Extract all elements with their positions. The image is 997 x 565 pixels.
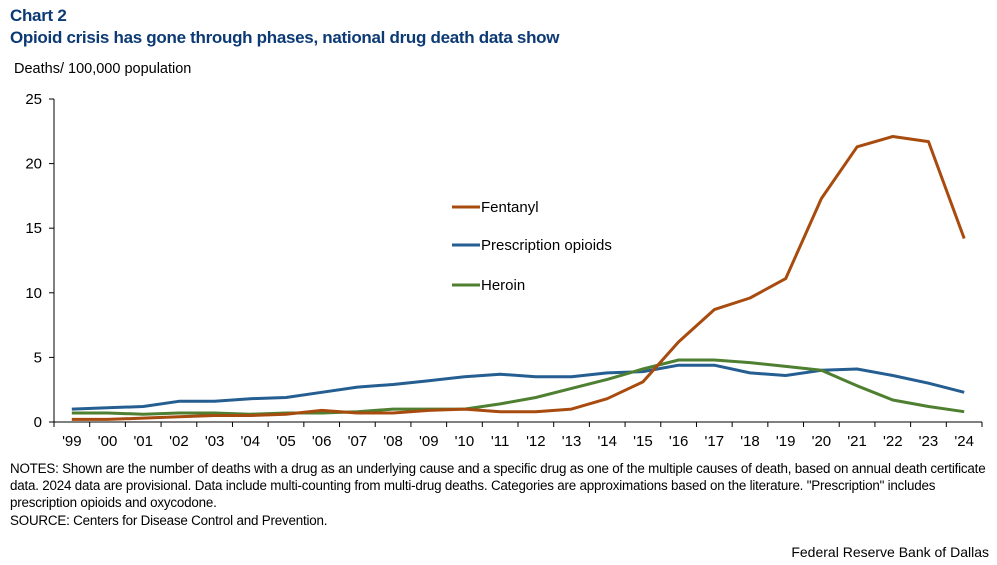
x-tick-label: '20	[812, 433, 832, 450]
x-tick-label: '01	[133, 433, 153, 450]
chart-title: Opioid crisis has gone through phases, n…	[10, 28, 560, 47]
x-tick-label: '03	[205, 433, 225, 450]
x-tick-label: '04	[241, 433, 261, 450]
y-tick-label: 5	[34, 349, 42, 366]
x-tick-label: '23	[919, 433, 939, 450]
x-tick-label: '19	[776, 433, 796, 450]
x-tick-label: '06	[312, 433, 332, 450]
x-tick-label: '24	[954, 433, 974, 450]
chart-credit: Federal Reserve Bank of Dallas	[791, 544, 989, 560]
x-tick-label: '18	[740, 433, 760, 450]
x-tick-label: '16	[669, 433, 689, 450]
x-tick-label: '11	[491, 433, 509, 450]
legend-label-prescription-opioids: Prescription opioids	[481, 237, 612, 254]
y-tick-label: 10	[25, 285, 42, 302]
x-tick-label: '15	[633, 433, 653, 450]
x-tick-label: '12	[526, 433, 546, 450]
y-tick-label: 25	[25, 91, 42, 108]
x-tick-label: '05	[276, 433, 296, 450]
x-tick-label: '00	[98, 433, 118, 450]
x-tick-label: '09	[419, 433, 439, 450]
x-tick-label: '21	[847, 433, 867, 450]
x-tick-label: '13	[562, 433, 582, 450]
x-tick-label: '14	[597, 433, 617, 450]
x-tick-label: '07	[348, 433, 368, 450]
series-line-prescription-opioids	[71, 363, 965, 411]
line-chart: 0 5 10 15 20 25 '99 '00 '01 '02 '03 '04 '05 '06 '07 '08…	[25, 91, 983, 450]
series-line-fentanyl	[71, 135, 966, 421]
x-tick-label: '10	[455, 433, 475, 450]
x-tick-label: '22	[883, 433, 903, 450]
x-tick-label: '99	[62, 433, 82, 450]
y-tick-label: 20	[25, 156, 42, 173]
y-tick-label: 0	[34, 414, 42, 431]
x-tick-label: '17	[705, 433, 725, 450]
x-tick-label: '08	[383, 433, 403, 450]
y-tick-label: 15	[25, 220, 42, 237]
chart-notes: NOTES: Shown are the number of deaths wi…	[10, 461, 986, 510]
x-tick-label: '02	[169, 433, 189, 450]
chart-label: Chart 2	[10, 6, 67, 25]
legend-label-heroin: Heroin	[481, 277, 525, 294]
y-axis-units-label: Deaths/ 100,000 population	[14, 61, 192, 77]
chart-source: SOURCE: Centers for Disease Control and …	[10, 513, 328, 528]
legend-label-fentanyl: Fentanyl	[481, 199, 539, 216]
series-line-heroin	[71, 358, 965, 416]
